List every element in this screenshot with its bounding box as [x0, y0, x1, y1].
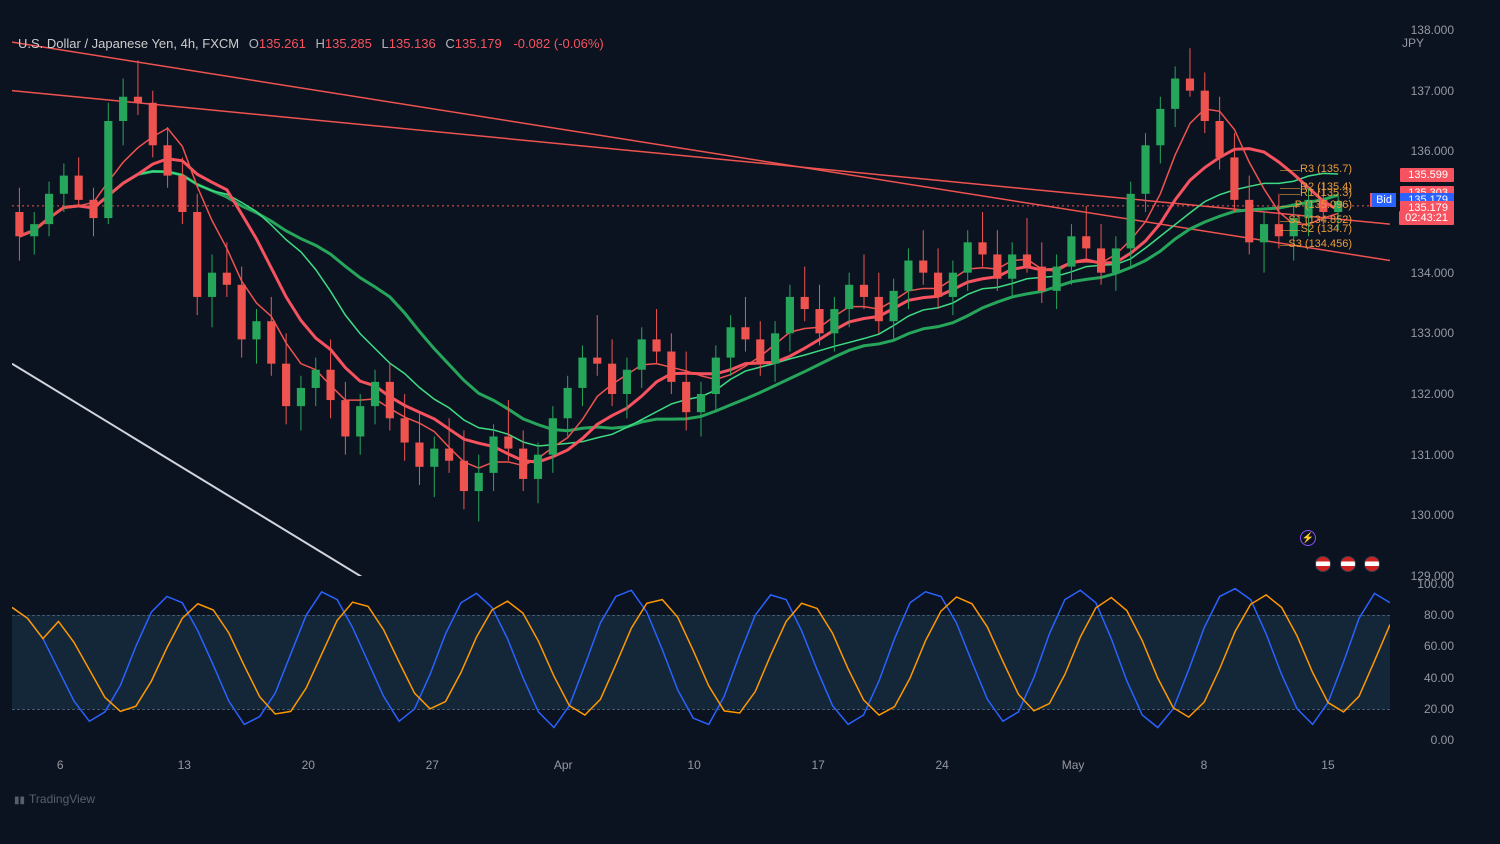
flag-icon[interactable]: [1315, 556, 1331, 572]
oscillator-axis[interactable]: 0.0020.0040.0060.0080.00100.00: [1400, 584, 1454, 740]
ohlc-l-val: 135.136: [389, 36, 436, 51]
time-tick: 24: [935, 758, 948, 772]
time-tick: Apr: [554, 758, 573, 772]
ohlc-o-label: O: [249, 36, 259, 51]
pivot-s2: S2 (134.7): [1301, 223, 1352, 235]
time-tick: May: [1062, 758, 1085, 772]
ohlc-c-label: C: [445, 36, 454, 51]
oscillator-chart[interactable]: [12, 584, 1390, 740]
pivot-s3: S3 (134.456): [1288, 238, 1352, 250]
symbol-name[interactable]: U.S. Dollar / Japanese Yen, 4h, FXCM: [18, 36, 239, 51]
flag-icon[interactable]: [1364, 556, 1380, 572]
main-price-chart[interactable]: [12, 30, 1390, 576]
price-box-box1: 135.599: [1400, 168, 1454, 182]
time-tick: 6: [57, 758, 64, 772]
time-tick: 27: [426, 758, 439, 772]
ohlc-h-val: 135.285: [325, 36, 372, 51]
flag-icon[interactable]: [1340, 556, 1356, 572]
ohlc-h-label: H: [316, 36, 325, 51]
time-tick: 10: [687, 758, 700, 772]
pivot-r3: R3 (135.7): [1300, 163, 1352, 175]
ohlc-o-val: 135.261: [259, 36, 306, 51]
alert-icon[interactable]: ⚡: [1300, 530, 1316, 546]
price-box-time: 02:43:21: [1399, 211, 1454, 225]
tradingview-logo[interactable]: ▮▮TradingView: [14, 792, 95, 806]
time-tick: 17: [811, 758, 824, 772]
ohlc-l-label: L: [382, 36, 389, 51]
time-tick: 8: [1201, 758, 1208, 772]
chart-container: U.S. Dollar / Japanese Yen, 4h, FXCM O13…: [0, 0, 1500, 844]
change-val: -0.082 (-0.06%): [513, 36, 603, 51]
pivot-r1: R1 (135.3): [1300, 187, 1352, 199]
ohlc-c-val: 135.179: [455, 36, 502, 51]
price-axis[interactable]: 129.000130.000131.000132.000133.000134.0…: [1400, 30, 1454, 576]
event-icons[interactable]: [1311, 556, 1380, 577]
time-tick: 20: [302, 758, 315, 772]
pivot-p: P (135.096): [1295, 199, 1352, 211]
time-tick: 15: [1321, 758, 1334, 772]
symbol-header: U.S. Dollar / Japanese Yen, 4h, FXCM O13…: [18, 36, 604, 51]
bid-label: Bid: [1372, 193, 1396, 207]
time-tick: 13: [178, 758, 191, 772]
time-axis[interactable]: 6 13 20 27 Apr 10 17 24 May 8 15: [12, 758, 1390, 778]
